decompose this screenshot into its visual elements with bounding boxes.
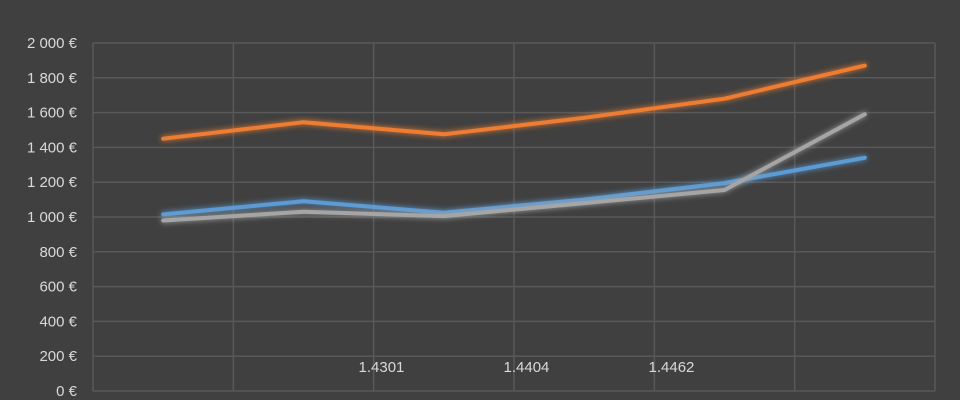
y-tick-label: 600 € [39, 279, 77, 296]
y-tick-label: 1 200 € [27, 174, 78, 191]
legend: 1.4301 1.4404 1.4462 [306, 359, 695, 376]
series-line-1.4404 [161, 63, 867, 141]
y-tick-label: 1 000 € [27, 209, 78, 226]
y-tick-label: 400 € [39, 313, 77, 330]
legend-item-1.4404: 1.4404 [451, 359, 550, 376]
series-line-1.4462 [161, 112, 867, 223]
series-lines [161, 63, 867, 223]
legend-item-1.4301: 1.4301 [306, 359, 405, 376]
y-tick-label: 200 € [39, 348, 77, 365]
y-tick-label: 0 € [56, 383, 78, 400]
legend-label: 1.4404 [504, 359, 550, 376]
y-axis-tick-labels: 0 € 200 € 400 € 600 € 800 € 1 000 € 1 200 € 1 4… [27, 35, 78, 400]
y-tick-label: 1 600 € [27, 105, 78, 122]
legend-item-1.4462: 1.4462 [596, 359, 695, 376]
legend-label: 1.4462 [649, 359, 695, 376]
legend-label: 1.4301 [359, 359, 405, 376]
y-tick-label: 1 800 € [27, 70, 78, 87]
y-tick-label: 1 400 € [27, 139, 78, 156]
y-tick-label: 2 000 € [27, 35, 78, 52]
y-tick-label: 800 € [39, 244, 77, 261]
